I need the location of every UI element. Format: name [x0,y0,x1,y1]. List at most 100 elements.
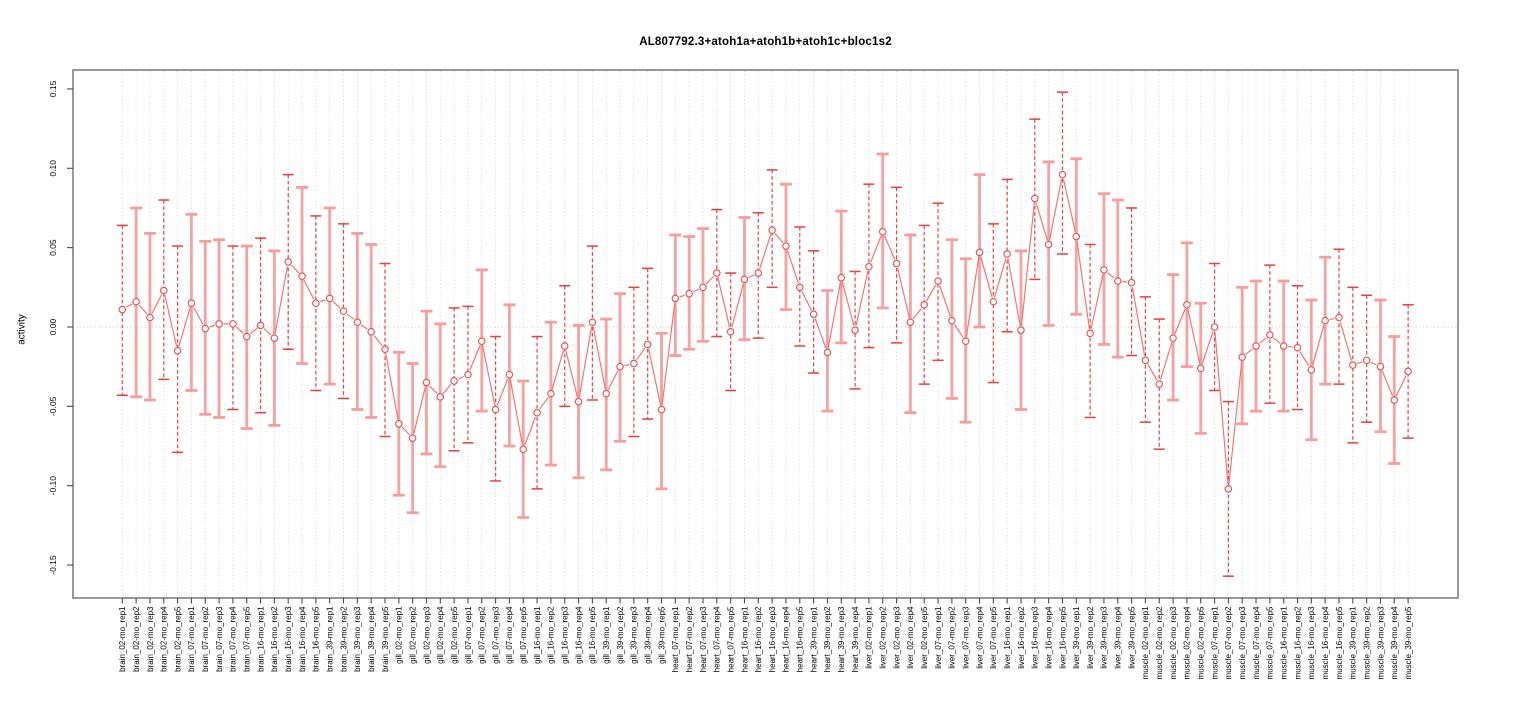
error-bar [1333,248,1345,385]
x-tick-label: brain_07-mo_rep3 [215,606,224,672]
error-bar [1402,304,1414,439]
data-point [1044,240,1053,249]
x-tick-label: gill_39-mo_rep2 [616,606,625,664]
y-tick-label: 0.10 [48,160,58,177]
x-tick-label: muscle_39-mo_rep1 [1349,606,1358,679]
series-segment [509,379,523,445]
series-segment [360,324,368,330]
data-point [215,320,223,328]
x-tick-label: heart_16-mo_rep1 [740,606,749,672]
error-bar [116,224,128,396]
error-bar [172,245,184,454]
data-point [422,378,431,387]
error-bar [932,202,944,362]
data-point [1196,364,1205,373]
series-line [126,179,1407,485]
error-bar [379,262,391,438]
x-tick-label: muscle_16-mo_rep5 [1335,606,1344,679]
series-segment [897,267,910,318]
series-segment [290,264,300,274]
data-point [395,420,403,428]
series-segment [193,306,204,325]
data-point [934,277,942,285]
series-segment [939,285,951,317]
data-point [1224,485,1233,493]
x-tick-label: brain_07-mo_rep5 [243,606,252,672]
x-tick-label: muscle_16-mo_rep3 [1307,606,1316,679]
series-segment [994,258,1007,298]
x-tick-label: gill_07-mo_rep2 [478,606,487,664]
series-segment [1395,375,1407,397]
x-tick-label: muscle_39-mo_rep5 [1404,606,1413,679]
data-point [699,283,707,292]
data-point [1252,342,1260,350]
data-point [1335,313,1343,322]
series-segment [1131,286,1146,356]
data-point [1072,232,1081,241]
x-tick-label: heart_16-mo_rep4 [782,606,791,672]
series-segment [1370,361,1377,366]
series-segment [346,313,355,320]
data-point [353,318,362,326]
x-tick-label: liver_39-mo_rep5 [1127,606,1136,669]
series-segment [1312,324,1325,366]
x-tick-label: liver_07-mo_rep2 [948,606,957,669]
x-tick-label: brain_39-mo_rep3 [353,606,362,672]
series-segment [912,308,922,319]
x-tick-label: brain_07-mo_rep1 [187,606,196,672]
data-point [975,248,984,257]
series-segment [965,256,980,337]
series-segment [1122,280,1128,283]
x-tick-label: brain_39-mo_rep5 [381,606,390,672]
series-segment [1187,309,1201,364]
data-point [1321,316,1329,325]
x-tick-label: brain_02-mo_rep5 [173,606,182,672]
series-segment [401,426,410,436]
error-bar [1084,243,1096,419]
x-tick-label: brain_16-mo_rep2 [270,606,279,672]
data-point [616,362,624,371]
data-point [892,259,901,268]
series-segment [1245,348,1253,355]
series-segment [1381,370,1394,396]
data-point [464,370,472,379]
series-segment [884,235,896,260]
x-tick-label: muscle_16-mo_rep4 [1321,606,1330,679]
data-point [242,332,251,341]
x-tick-label: gill_39-mo_rep1 [602,606,611,664]
data-point [851,326,859,334]
x-tick-label: heart_16-mo_rep3 [768,606,777,672]
x-tick-label: muscle_02-mo_rep1 [1141,606,1150,679]
data-point [574,397,583,406]
series-segment [320,299,326,303]
data-point [132,297,140,306]
series-segment [1076,241,1091,329]
x-tick-label: brain_16-mo_rep3 [284,606,293,672]
series-segment [1020,202,1035,326]
series-segment [661,302,676,406]
data-point [906,318,915,326]
data-point [118,305,127,314]
data-point [948,316,956,325]
series-segment [801,291,813,311]
x-tick-label: muscle_16-mo_rep2 [1293,606,1302,679]
data-point [1279,342,1288,350]
data-point [796,283,804,292]
data-point [588,318,597,326]
x-tick-label: gill_02-mo_rep5 [450,606,459,664]
data-point [298,272,306,280]
x-tick-label: liver_02-mo_rep4 [906,606,915,669]
series-segment [1356,361,1363,365]
x-tick-label: gill_02-mo_rep2 [408,606,417,664]
error-bar [794,226,806,347]
data-point [1390,396,1399,404]
data-point [367,328,375,336]
data-points [118,170,1412,493]
data-point [671,294,680,303]
y-tick-label: 0.15 [48,80,58,97]
data-point [284,258,292,266]
x-tick-label: heart_07-mo_rep4 [713,606,722,672]
series-segment [385,353,399,420]
data-point [491,405,500,414]
